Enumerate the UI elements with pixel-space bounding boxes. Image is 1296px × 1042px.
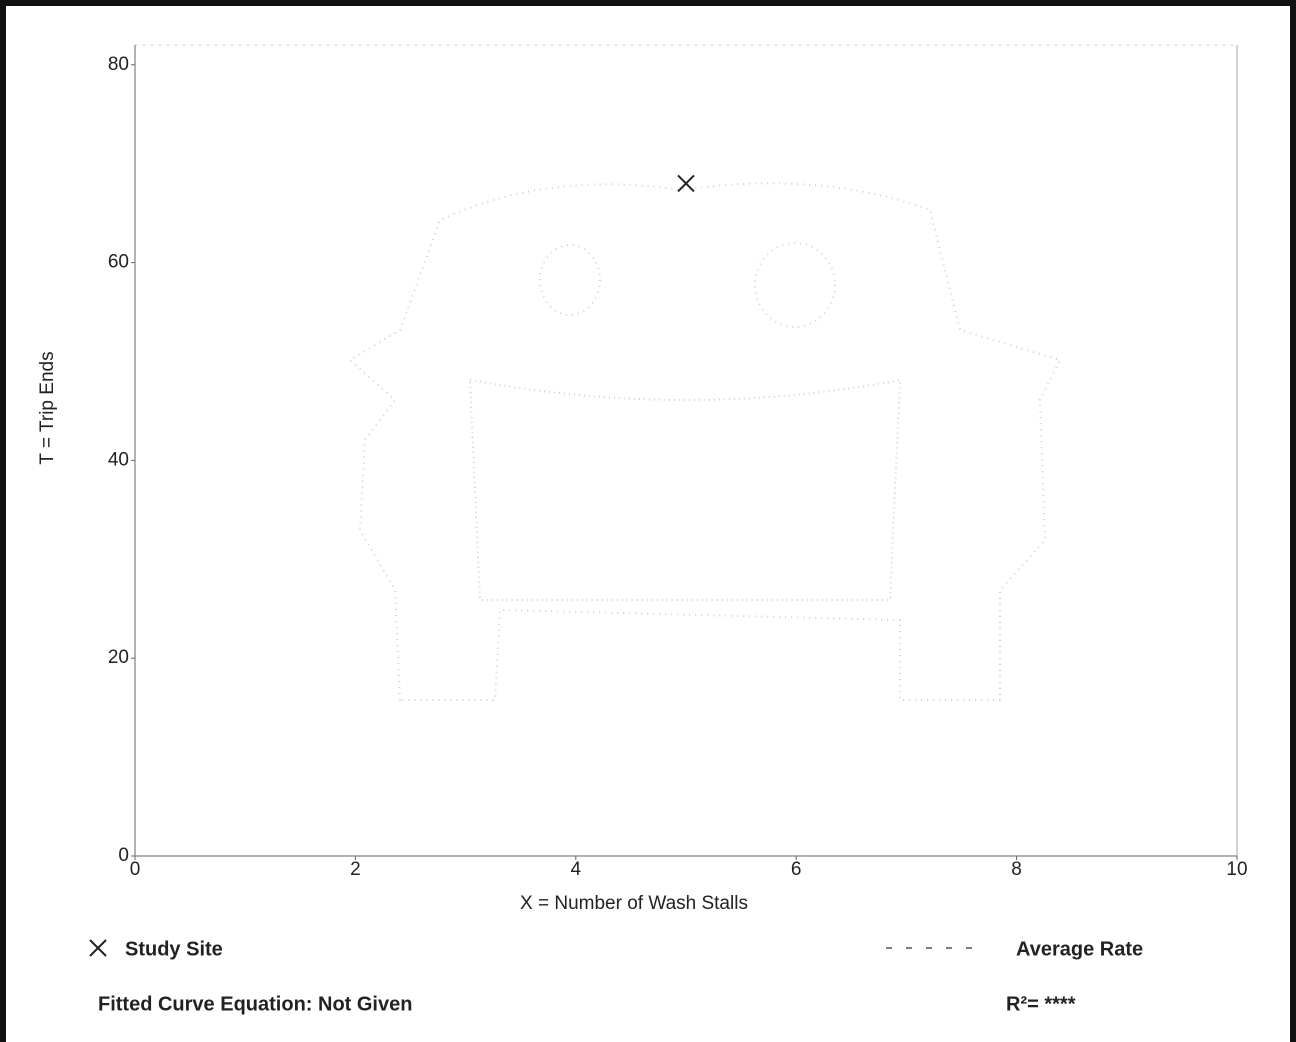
legend: Study Site Average Rate xyxy=(90,938,1143,960)
r-squared: R²= **** xyxy=(1006,993,1076,1015)
x-tick-label: 2 xyxy=(350,859,361,880)
legend-label: Study Site xyxy=(125,938,223,960)
x-tick-label: 4 xyxy=(571,859,582,880)
y-axis-label: T = Trip Ends xyxy=(37,351,58,464)
study-site-point xyxy=(678,175,694,191)
y-tick-label: 20 xyxy=(108,647,129,668)
legend-label: Average Rate xyxy=(1016,938,1143,960)
chart: X = Number of Wash Stalls T = Trip Ends … xyxy=(0,0,1296,1042)
y-tick-label: 40 xyxy=(108,449,129,470)
legend-marker xyxy=(90,940,106,956)
x-tick-label: 0 xyxy=(130,859,141,880)
watermark xyxy=(350,183,1060,700)
cross-stroke xyxy=(90,940,106,956)
x-tick-label: 10 xyxy=(1226,859,1247,880)
legend-symbol xyxy=(90,940,106,956)
y-tick-label: 60 xyxy=(108,252,129,273)
fitted-curve-note: Fitted Curve Equation: Not Given xyxy=(98,993,412,1015)
x-tick-label: 8 xyxy=(1011,859,1022,880)
y-tick-label: 0 xyxy=(118,845,129,866)
y-tick-label: 80 xyxy=(108,54,129,75)
chart-frame: X = Number of Wash Stalls T = Trip Ends … xyxy=(0,0,1296,1042)
x-axis-label: X = Number of Wash Stalls xyxy=(520,893,748,914)
x-tick-label: 6 xyxy=(791,859,802,880)
cross-stroke xyxy=(678,175,694,191)
